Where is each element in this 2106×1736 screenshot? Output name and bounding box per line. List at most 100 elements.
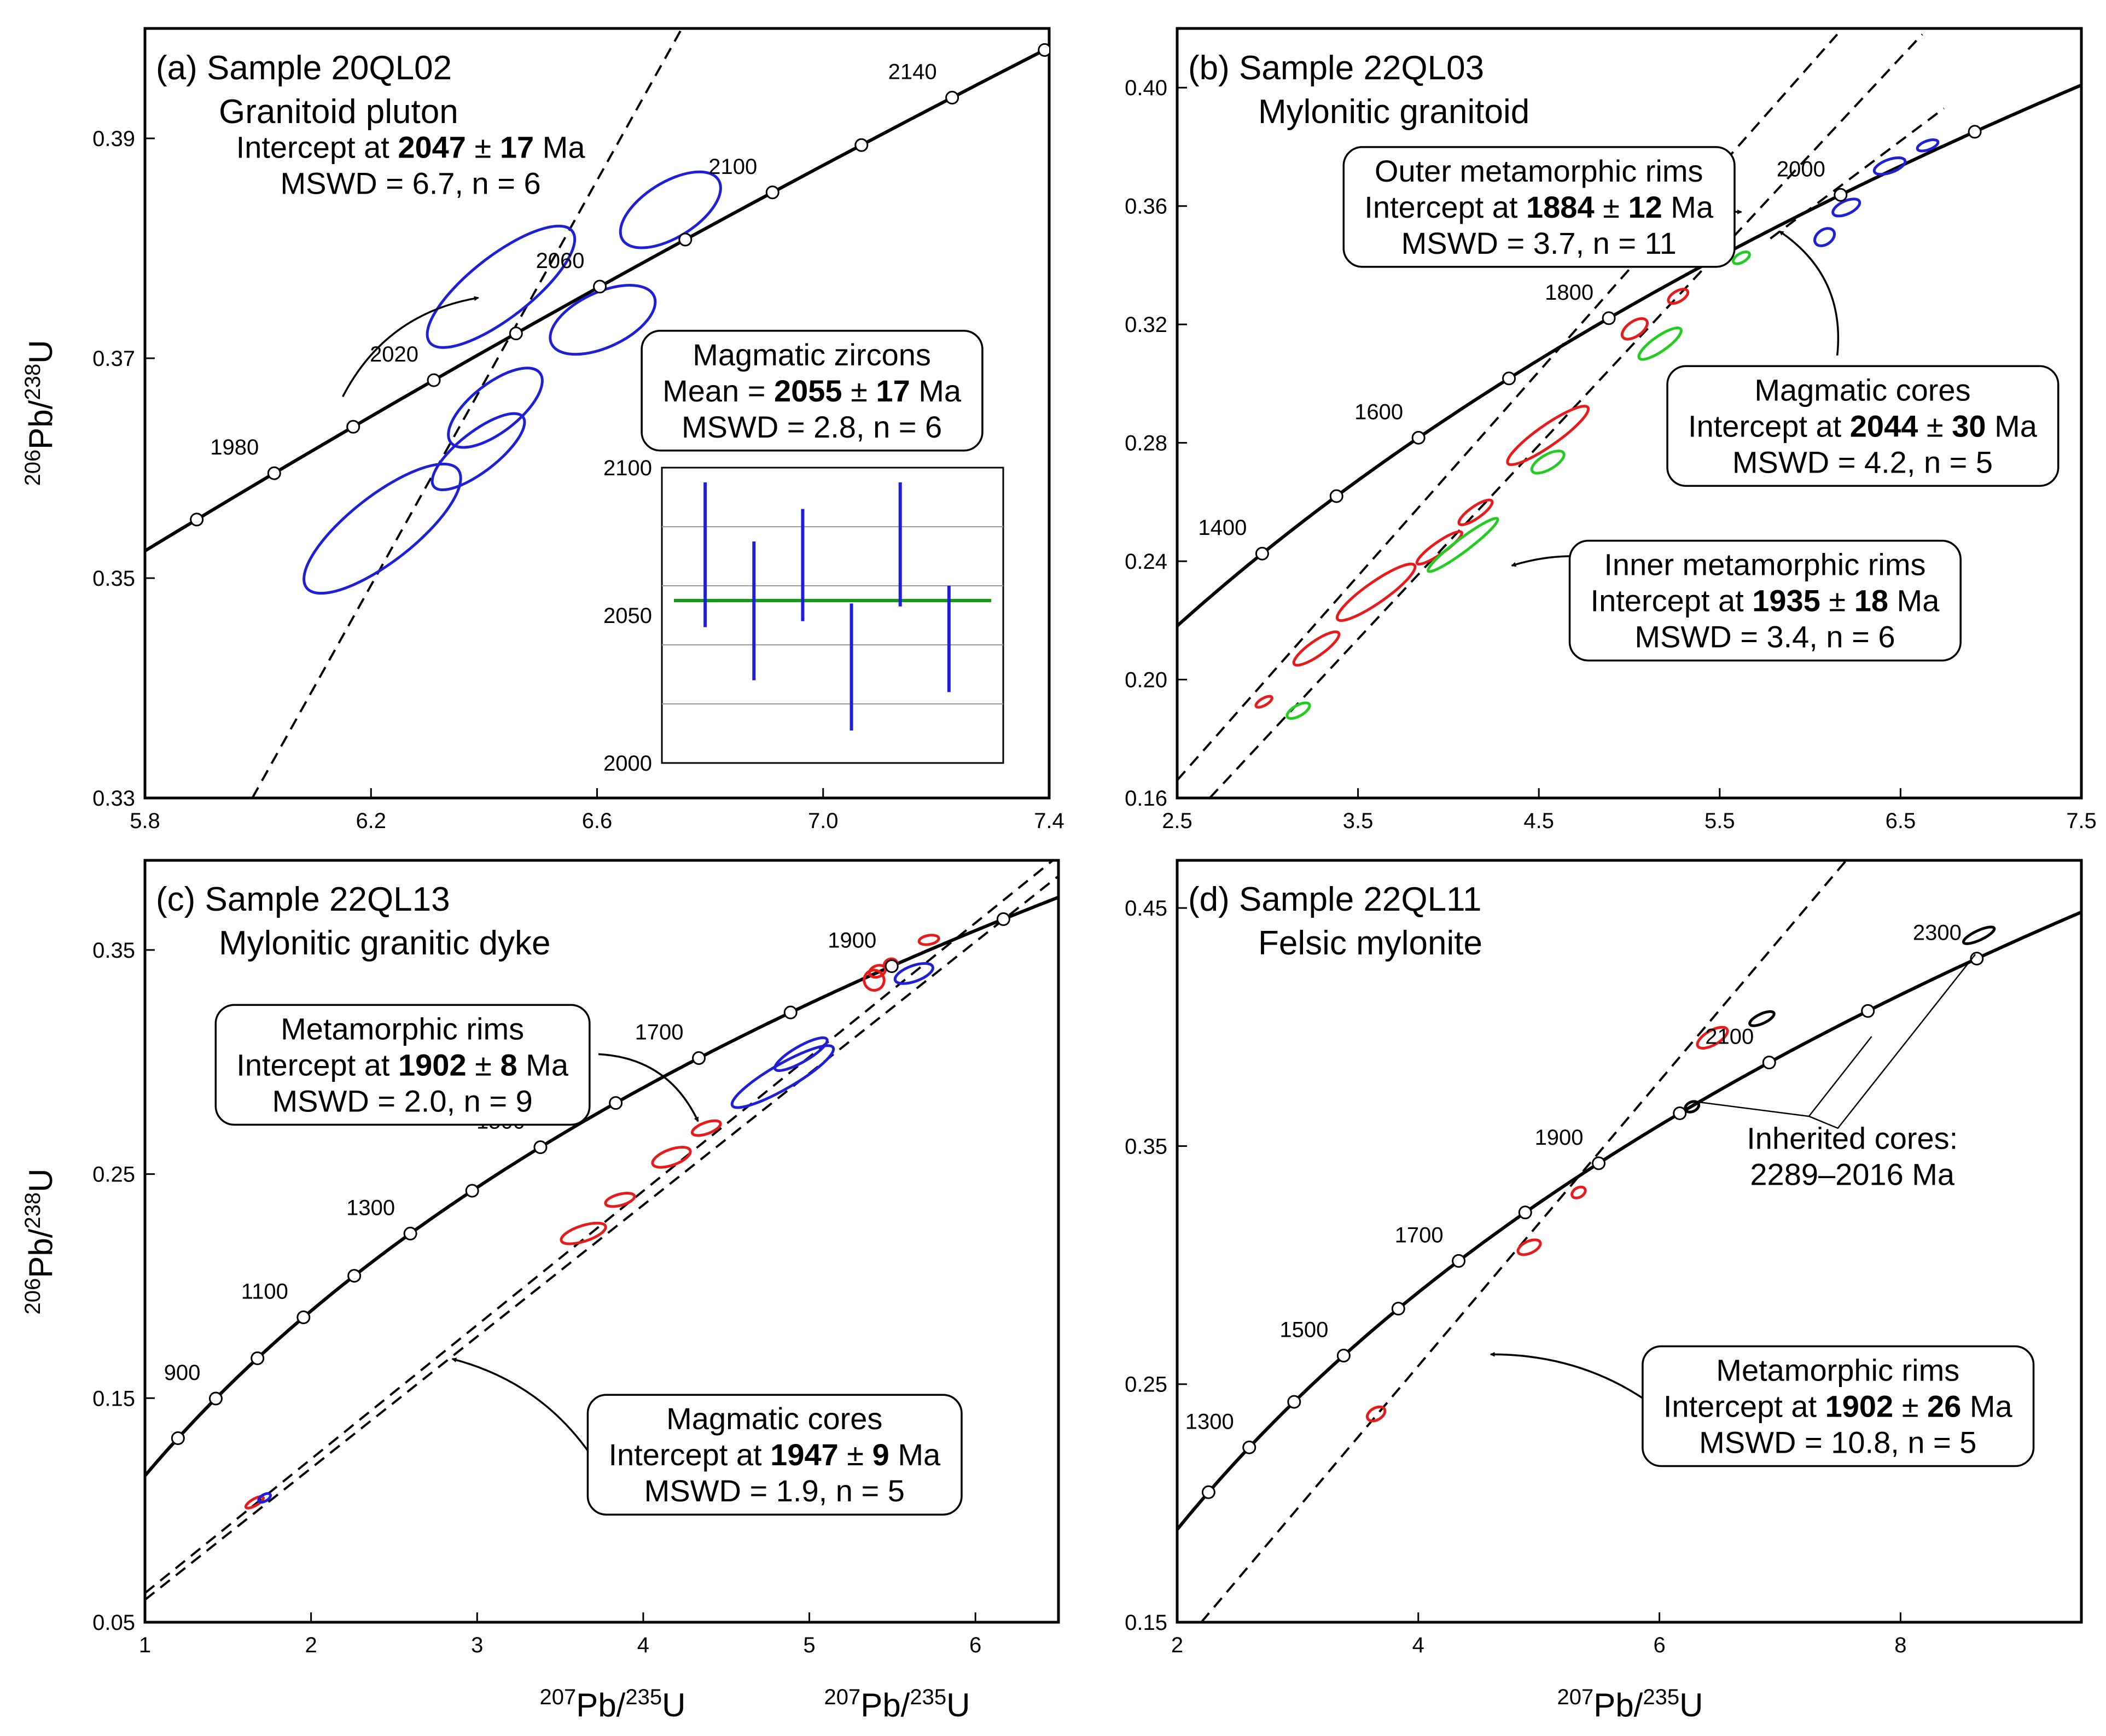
panel-a-age-marker-1980: [267, 466, 281, 480]
panel-b-annotation-0-line-1-seg-1: 1884: [1526, 190, 1595, 224]
panel-b-ellipse-10: [1427, 517, 1499, 573]
panel-c-annotation-0-line-0: Metamorphic rims: [281, 1011, 524, 1046]
panel-a-ellipse-3: [426, 224, 577, 349]
panel-b-annotation-2-line-1-seg-2: ±: [1820, 584, 1854, 618]
y-axis-label-bottom: 206Pb/238U: [21, 1169, 59, 1315]
panel-d-annotation-1-line-1-seg-3: 26: [1927, 1389, 1961, 1424]
x-axis-label-top-base1: Pb/: [860, 1687, 910, 1723]
y-axis-label-bottom-base1: Pb/: [22, 1228, 59, 1278]
panel-d-annotation-1-line-1-seg-0: Intercept at: [1663, 1389, 1825, 1424]
panel-c-annotation-1-box: [586, 1394, 963, 1516]
panel-a-annotation-1-line-1-seg-0: Mean =: [662, 374, 774, 408]
panel-a: 1980 2020 2060 2100 2140 5.8 6.2 6.6 7.0 7.4 0.33 0…: [92, 27, 1064, 833]
panel-c-annotation-1-line-1-seg-4: Ma: [889, 1437, 941, 1472]
panel-d-ytick-label-1: 0.25: [1125, 1373, 1167, 1397]
panel-a-concordia-curve: [145, 45, 1049, 553]
panel-b-age-marker-1700: [1502, 371, 1516, 386]
panel-b-ytick-label-3: 0.28: [1125, 432, 1167, 456]
panel-c-title-line2: Mylonitic granitic dyke: [219, 924, 550, 962]
x-axis-label-top: 207Pb/235U: [824, 1685, 970, 1723]
panel-b-annotation-2-line-1-seg-1: 1935: [1752, 584, 1820, 618]
panel-b-annotation-0-line-0: Outer metamorphic rims: [1375, 154, 1703, 188]
panel-d-age-label-1900: 1900: [1535, 1126, 1584, 1150]
panel-d-age-marker-1400: [1287, 1395, 1301, 1409]
panel-c-concordia-curve: [145, 895, 1058, 1478]
panel-d-xtick-label-1: 4: [1412, 1633, 1424, 1657]
panel-d-age-label-2300: 2300: [1913, 921, 1962, 945]
panel-a-annotation-0-line-0-seg-3: 17: [500, 130, 534, 165]
panel-b-annotation-2-box: [1568, 539, 1962, 662]
panel-c-annotation-1-line-1-seg-1: 1947: [770, 1437, 839, 1472]
panel-d-title-line2: Felsic mylonite: [1258, 924, 1482, 962]
panel-d-age-marker-1200: [1201, 1485, 1215, 1499]
panel-c-ellipse-3: [604, 1192, 636, 1208]
panel-c-age-marker-1800: [783, 1005, 798, 1020]
panel-b-annotation-2-line-2-seg-0: MSWD = 3.4, n = 6: [1634, 620, 1895, 654]
panel-c-ellipse-4: [651, 1146, 692, 1169]
panel-b-annotation-0-line-1: Intercept at 1884 ± 12 Ma: [1364, 190, 1714, 224]
panel-d-age-marker-2100: [1762, 1056, 1776, 1070]
panel-c-annotation-0-line-1-seg-4: Ma: [517, 1047, 569, 1082]
panel-c-xtick-label-5: 6: [969, 1633, 981, 1657]
panel-d-annotation-0-line-1-seg-0: 2289–2016 Ma: [1750, 1157, 1955, 1191]
panel-d-annotation-1-line-1-seg-4: Ma: [1961, 1389, 2012, 1424]
panel-c-ellipse-0: [244, 1495, 265, 1510]
panel-a-discordia-0: [251, 28, 683, 798]
panel-c-age-marker-900: [208, 1391, 223, 1406]
panel-a-ellipse-2: [447, 366, 544, 449]
panel-a-age-label-2020: 2020: [370, 342, 418, 366]
x-axis-label-top-base2: U: [946, 1687, 970, 1723]
x-axis-label-bottom: 207Pb/235U: [540, 1685, 686, 1723]
panel-a-annotation-1-line-1-seg-1: 2055: [774, 374, 842, 408]
panel-a-ytick-label-0: 0.33: [92, 787, 135, 811]
panel-b-ytick-label-6: 0.40: [1125, 76, 1167, 100]
panel-a-annotation-1-line-0: Magmatic zircons: [693, 337, 931, 372]
panel-c-title-line1: (c) Sample 22QL13: [156, 881, 450, 918]
panel-b-ellipse-15: [1831, 197, 1861, 218]
panel-b-annotation-2-line-1-seg-3: 18: [1854, 584, 1888, 618]
panel-c-age-label-1100: 1100: [241, 1280, 288, 1304]
panel-c-age-marker-1000: [251, 1351, 265, 1365]
panel-c-annotation-0-line-1-seg-1: 1902: [398, 1047, 467, 1082]
panel-a-annotation-1-line-1-seg-4: Ma: [910, 374, 962, 408]
panel-b-annotation-2-line-2: MSWD = 3.4, n = 6: [1634, 620, 1895, 654]
panel-d-ellipse-1: [1516, 1238, 1542, 1256]
panel-a-ytick-label-3: 0.39: [92, 127, 135, 151]
panel-d-age-marker-2000: [1673, 1106, 1687, 1120]
panel-d-ellipse-2: [1570, 1185, 1587, 1199]
panel-a-age-marker-2020: [427, 373, 441, 387]
panel-d-xtick-label-0: 2: [1171, 1633, 1183, 1657]
x-axis-label-right: 207Pb/235U: [1557, 1685, 1703, 1723]
panel-d-annotation-1-line-0: Metamorphic rims: [1716, 1353, 1959, 1388]
panel-a-arrow-0: [342, 296, 479, 398]
panel-a-age-marker-2120: [854, 138, 869, 152]
panel-d-ytick-label-0: 0.15: [1125, 1611, 1167, 1635]
panel-c-ytick-label-1: 0.15: [92, 1387, 135, 1411]
panel-d-discordia-0: [1200, 860, 1847, 1622]
panel-a-age-marker-2080: [678, 232, 693, 247]
panel-b-annotation-0-line-1-seg-4: Ma: [1662, 190, 1714, 224]
panel-d-age-marker-1300: [1242, 1440, 1256, 1454]
panel-b-ellipse-5: [1506, 405, 1590, 467]
panel-b-age-label-1600: 1600: [1354, 400, 1403, 424]
panel-b-frame: [1176, 27, 2083, 800]
panel-b-arrow-1: [1778, 230, 1840, 356]
panel-a-inset-ytick-label-0: 2000: [603, 752, 652, 776]
panel-d-ytick-label-2: 0.35: [1125, 1134, 1167, 1158]
panel-d-ellipse-4: [1748, 1010, 1776, 1027]
x-axis-label-right-base2: U: [1679, 1687, 1703, 1723]
panel-d-annotation-0-line-0: Inherited cores:: [1747, 1121, 1958, 1155]
panel-b-annotation-1-line-0: Magmatic cores: [1754, 372, 1970, 407]
panel-c-annotation-1-line-0-seg-0: Magmatic cores: [666, 1401, 882, 1436]
panel-c-age-marker-2000: [996, 912, 1010, 926]
panel-c-annotation-1-line-0: Magmatic cores: [666, 1401, 882, 1436]
panel-b-ellipse-13: [1732, 251, 1751, 265]
panel-c-ellipse-11: [917, 934, 940, 946]
panel-a-plot-area: 1980 2020 2060 2100 2140 5.8 6.2 6.6 7.0 7.4 0.33 0…: [92, 28, 1064, 833]
panel-b-annotation-0-line-1-seg-0: Intercept at: [1364, 190, 1526, 224]
